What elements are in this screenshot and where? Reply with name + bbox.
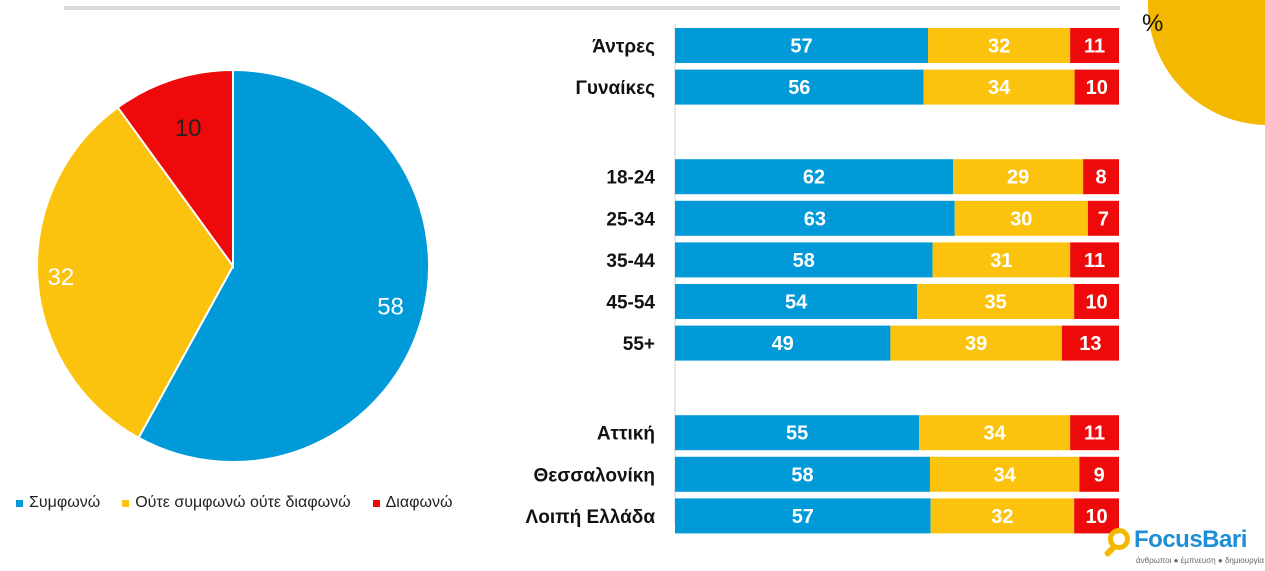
bar-value-neutral-8: 34 — [994, 464, 1017, 486]
bar-segment-disagree-0 — [1070, 28, 1119, 63]
bar-segment-neutral-0 — [928, 28, 1071, 63]
bar-segment-neutral-5 — [917, 284, 1075, 319]
pie-label-disagree: 10 — [175, 115, 202, 142]
bar-value-neutral-7: 34 — [984, 423, 1007, 445]
corner-circle — [1148, 0, 1265, 125]
legend-swatch-disagree — [372, 499, 380, 507]
bar-segment-neutral-7 — [919, 415, 1071, 451]
bar-segment-disagree-1 — [1074, 69, 1119, 105]
bar-segment-neutral-1 — [923, 69, 1075, 105]
top-rule — [64, 6, 1120, 10]
bar-segment-disagree-8 — [1079, 456, 1119, 492]
legend: Συμφωνώ Ούτε συμφωνώ ούτε διαφωνώ Διαφων… — [16, 494, 452, 512]
bar-value-agree-7: 55 — [786, 423, 808, 445]
legend-label-disagree: Διαφωνώ — [385, 494, 453, 511]
category-label-45-54: 45-54 — [606, 293, 655, 314]
bar-value-neutral-6: 39 — [965, 333, 987, 355]
bar-value-agree-6: 49 — [772, 333, 794, 355]
bar-value-neutral-3: 30 — [1010, 208, 1032, 230]
bar-segment-disagree-3 — [1087, 200, 1119, 236]
bar-value-neutral-5: 35 — [985, 292, 1007, 314]
bar-value-disagree-6: 13 — [1079, 333, 1101, 355]
percent-label: % — [1142, 10, 1163, 37]
bar-segment-agree-3 — [675, 200, 955, 236]
bar-value-neutral-1: 34 — [988, 77, 1011, 99]
magnifier-handle-icon — [1103, 544, 1117, 558]
pie-slice-agree — [137, 68, 430, 463]
bar-segment-disagree-2 — [1083, 159, 1119, 195]
pie-label-agree: 58 — [377, 293, 404, 320]
bar-value-disagree-5: 10 — [1085, 292, 1107, 314]
bar-segment-neutral-3 — [954, 200, 1088, 236]
pie-slice-neutral — [36, 106, 235, 440]
logo-tagline: άνθρωποι ● έμπνευση ● δημιουργία — [1136, 556, 1265, 565]
magnifier-icon — [1108, 528, 1130, 550]
bar-segment-disagree-6 — [1061, 325, 1119, 361]
bar-segment-agree-6 — [675, 325, 891, 361]
bar-segment-agree-7 — [675, 415, 920, 451]
category-label-item-8: Θεσσαλονίκη — [534, 465, 655, 486]
bar-value-disagree-2: 8 — [1095, 167, 1106, 189]
legend-item-agree: Συμφωνώ — [16, 494, 100, 512]
focusbari-logo: FocusBari άνθρωποι ● έμπνευση ● δημιουργ… — [1103, 526, 1264, 566]
pie-slice-disagree — [116, 68, 234, 270]
bar-segment-agree-4 — [675, 242, 933, 278]
bar-value-neutral-9: 32 — [991, 506, 1013, 528]
bar-segment-disagree-5 — [1074, 284, 1119, 319]
category-label-item-0: Άντρες — [592, 37, 655, 58]
bar-segment-neutral-4 — [932, 242, 1071, 278]
bar-value-agree-1: 56 — [788, 77, 810, 99]
bar-segment-neutral-6 — [890, 325, 1062, 361]
bar-value-disagree-1: 10 — [1086, 77, 1108, 99]
legend-item-neutral: Ούτε συμφωνώ ούτε διαφωνώ — [122, 494, 351, 512]
legend-label-agree: Συμφωνώ — [29, 494, 101, 511]
bar-value-agree-9: 57 — [792, 506, 814, 528]
pie-label-neutral: 32 — [48, 264, 75, 291]
bar-segment-disagree-9 — [1074, 498, 1119, 534]
category-label-25-34: 25-34 — [606, 209, 655, 230]
bar-value-agree-8: 58 — [791, 464, 813, 486]
bar-value-neutral-0: 32 — [988, 36, 1010, 58]
bar-segment-agree-9 — [675, 498, 931, 534]
bar-value-agree-3: 63 — [804, 208, 826, 230]
bar-value-disagree-7: 11 — [1084, 423, 1105, 445]
bar-value-disagree-4: 11 — [1084, 250, 1105, 272]
bar-segment-agree-8 — [675, 456, 930, 492]
category-label-55: 55+ — [623, 334, 655, 355]
legend-item-disagree: Διαφωνώ — [372, 494, 453, 512]
bar-segment-neutral-9 — [930, 498, 1075, 534]
bar-value-agree-4: 58 — [793, 250, 815, 272]
legend-swatch-neutral — [122, 499, 130, 507]
bar-segment-neutral-8 — [929, 456, 1080, 492]
bar-value-disagree-9: 10 — [1085, 506, 1107, 528]
legend-swatch-agree — [16, 499, 23, 507]
bar-segment-agree-0 — [675, 28, 929, 63]
category-label-item-9: Λοιπή Ελλάδα — [526, 507, 656, 528]
bar-value-neutral-2: 29 — [1007, 167, 1029, 189]
legend-label-neutral: Ούτε συμφωνώ ούτε διαφωνώ — [135, 494, 351, 511]
bar-segment-neutral-2 — [953, 159, 1084, 195]
bar-segment-agree-5 — [675, 284, 918, 319]
category-label-item-7: Αττική — [597, 424, 655, 445]
bar-value-agree-2: 62 — [803, 167, 825, 189]
bar-value-agree-0: 57 — [790, 36, 812, 58]
bar-segment-disagree-7 — [1070, 415, 1119, 451]
category-label-item-1: Γυναίκες — [576, 78, 656, 99]
bar-value-agree-5: 54 — [785, 292, 808, 314]
category-label-18-24: 18-24 — [606, 168, 655, 189]
bar-segment-agree-2 — [675, 159, 954, 195]
bar-segment-disagree-4 — [1070, 242, 1119, 278]
category-label-35-44: 35-44 — [606, 251, 655, 272]
pie-chart: 58 32 10 — [36, 68, 430, 463]
logo-name: FocusBari — [1134, 526, 1247, 553]
bar-value-disagree-8: 9 — [1094, 464, 1105, 486]
bar-value-disagree-0: 11 — [1084, 36, 1105, 58]
bar-segment-agree-1 — [675, 69, 924, 105]
bar-value-neutral-4: 31 — [990, 250, 1012, 272]
bar-value-disagree-3: 7 — [1098, 208, 1109, 230]
